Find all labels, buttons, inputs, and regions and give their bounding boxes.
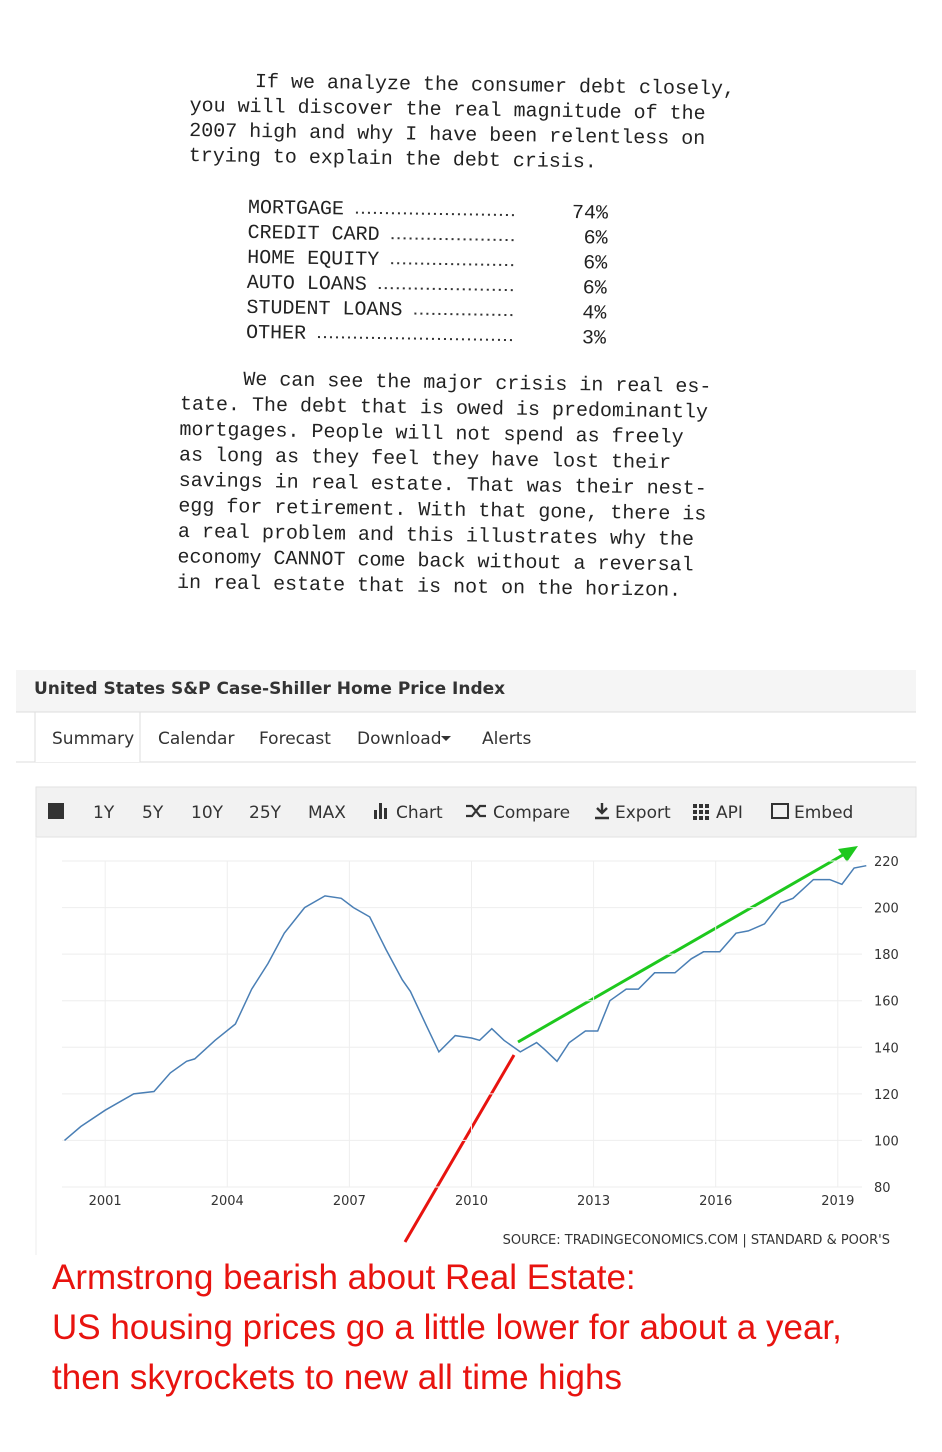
dropdown-caret [441,736,451,741]
dot-leader [391,262,518,267]
red-arrow [403,1054,516,1243]
table-label: STUDENT LOANS [246,297,402,322]
y-tick-label: 180 [874,948,899,963]
y-tick-label: 100 [874,1134,899,1149]
x-tick-label: 2013 [577,1194,610,1209]
y-tick-label: 140 [874,1041,899,1056]
active-tab [34,711,141,762]
table-value: 6% [583,277,608,300]
table-label: MORTGAGE [248,197,344,222]
toolbar-button[interactable]: API [716,803,743,823]
table-label: AUTO LOANS [247,272,367,297]
y-tick-label: 80 [874,1181,891,1196]
table-label: HOME EQUITY [247,247,379,272]
chart: 80 100 120 140 160 180 200 220 2001 2004 2007 2010 2… [62,855,899,1248]
x-tick-label: 2019 [821,1194,854,1209]
toolbar-button[interactable]: Embed [794,803,853,823]
price-line [64,864,867,1141]
dot-leader [391,237,518,242]
x-tick-label: 2001 [89,1194,122,1209]
api-icon[interactable] [693,804,709,820]
doc-line: in real estate that is not on the horizo… [177,572,681,603]
tab[interactable]: Alerts [482,729,531,749]
toolbar-button[interactable]: 10Y [191,803,224,823]
green-arrow [517,846,858,1044]
annotation: US housing prices go a little lower for … [52,1308,842,1347]
widget-title: United States S&P Case-Shiller Home Pric… [34,679,505,699]
calendar-icon[interactable] [48,803,64,819]
dot-leader [378,286,517,292]
toolbar-button[interactable]: 1Y [93,803,115,823]
y-tick-label: 220 [874,855,899,870]
tab[interactable]: Calendar [158,729,234,749]
compare-icon[interactable] [466,804,486,818]
toolbar-button[interactable]: 5Y [142,803,164,823]
widget-header [16,670,916,712]
export-icon[interactable] [595,803,609,820]
x-tick-label: 2007 [333,1194,366,1209]
table-value: 6% [583,252,608,275]
annotation: Armstrong bearish about Real Estate: [52,1258,636,1297]
table-value: 3% [582,327,607,350]
dot-leader [355,211,518,217]
x-tick-label: 2016 [699,1194,732,1209]
document: If we analyze the consumer debt closely,… [177,71,735,603]
y-tick-label: 160 [874,995,899,1010]
source: SOURCE: TRADINGECONOMICS.COM | STANDARD … [503,1233,890,1248]
table-label: CREDIT CARD [247,222,379,247]
annotation: then skyrockets to new all time highs [52,1358,622,1397]
tab[interactable]: Summary [52,729,134,749]
tab[interactable]: Forecast [259,729,331,749]
embed-icon[interactable] [771,803,789,819]
y-tick-label: 120 [874,1088,899,1103]
toolbar-button[interactable]: Export [615,803,671,823]
table-value: 4% [582,302,607,325]
toolbar-button[interactable]: Chart [396,803,443,823]
table-label: OTHER [246,322,306,346]
toolbar-button[interactable]: 25Y [249,803,282,823]
toolbar-button[interactable]: Compare [493,803,570,823]
table-value: 6% [583,227,608,250]
doc-line: trying to explain the debt crisis. [189,145,597,174]
x-tick-label: 2010 [455,1194,488,1209]
y-tick-label: 200 [874,902,899,917]
toolbar-button[interactable]: MAX [308,803,346,823]
x-tick-label: 2004 [211,1194,244,1209]
tab[interactable]: Download [357,729,442,749]
table-value: 74% [572,202,609,226]
dot-leader [317,336,516,342]
chart-icon[interactable] [374,803,387,819]
dot-leader [414,312,517,317]
